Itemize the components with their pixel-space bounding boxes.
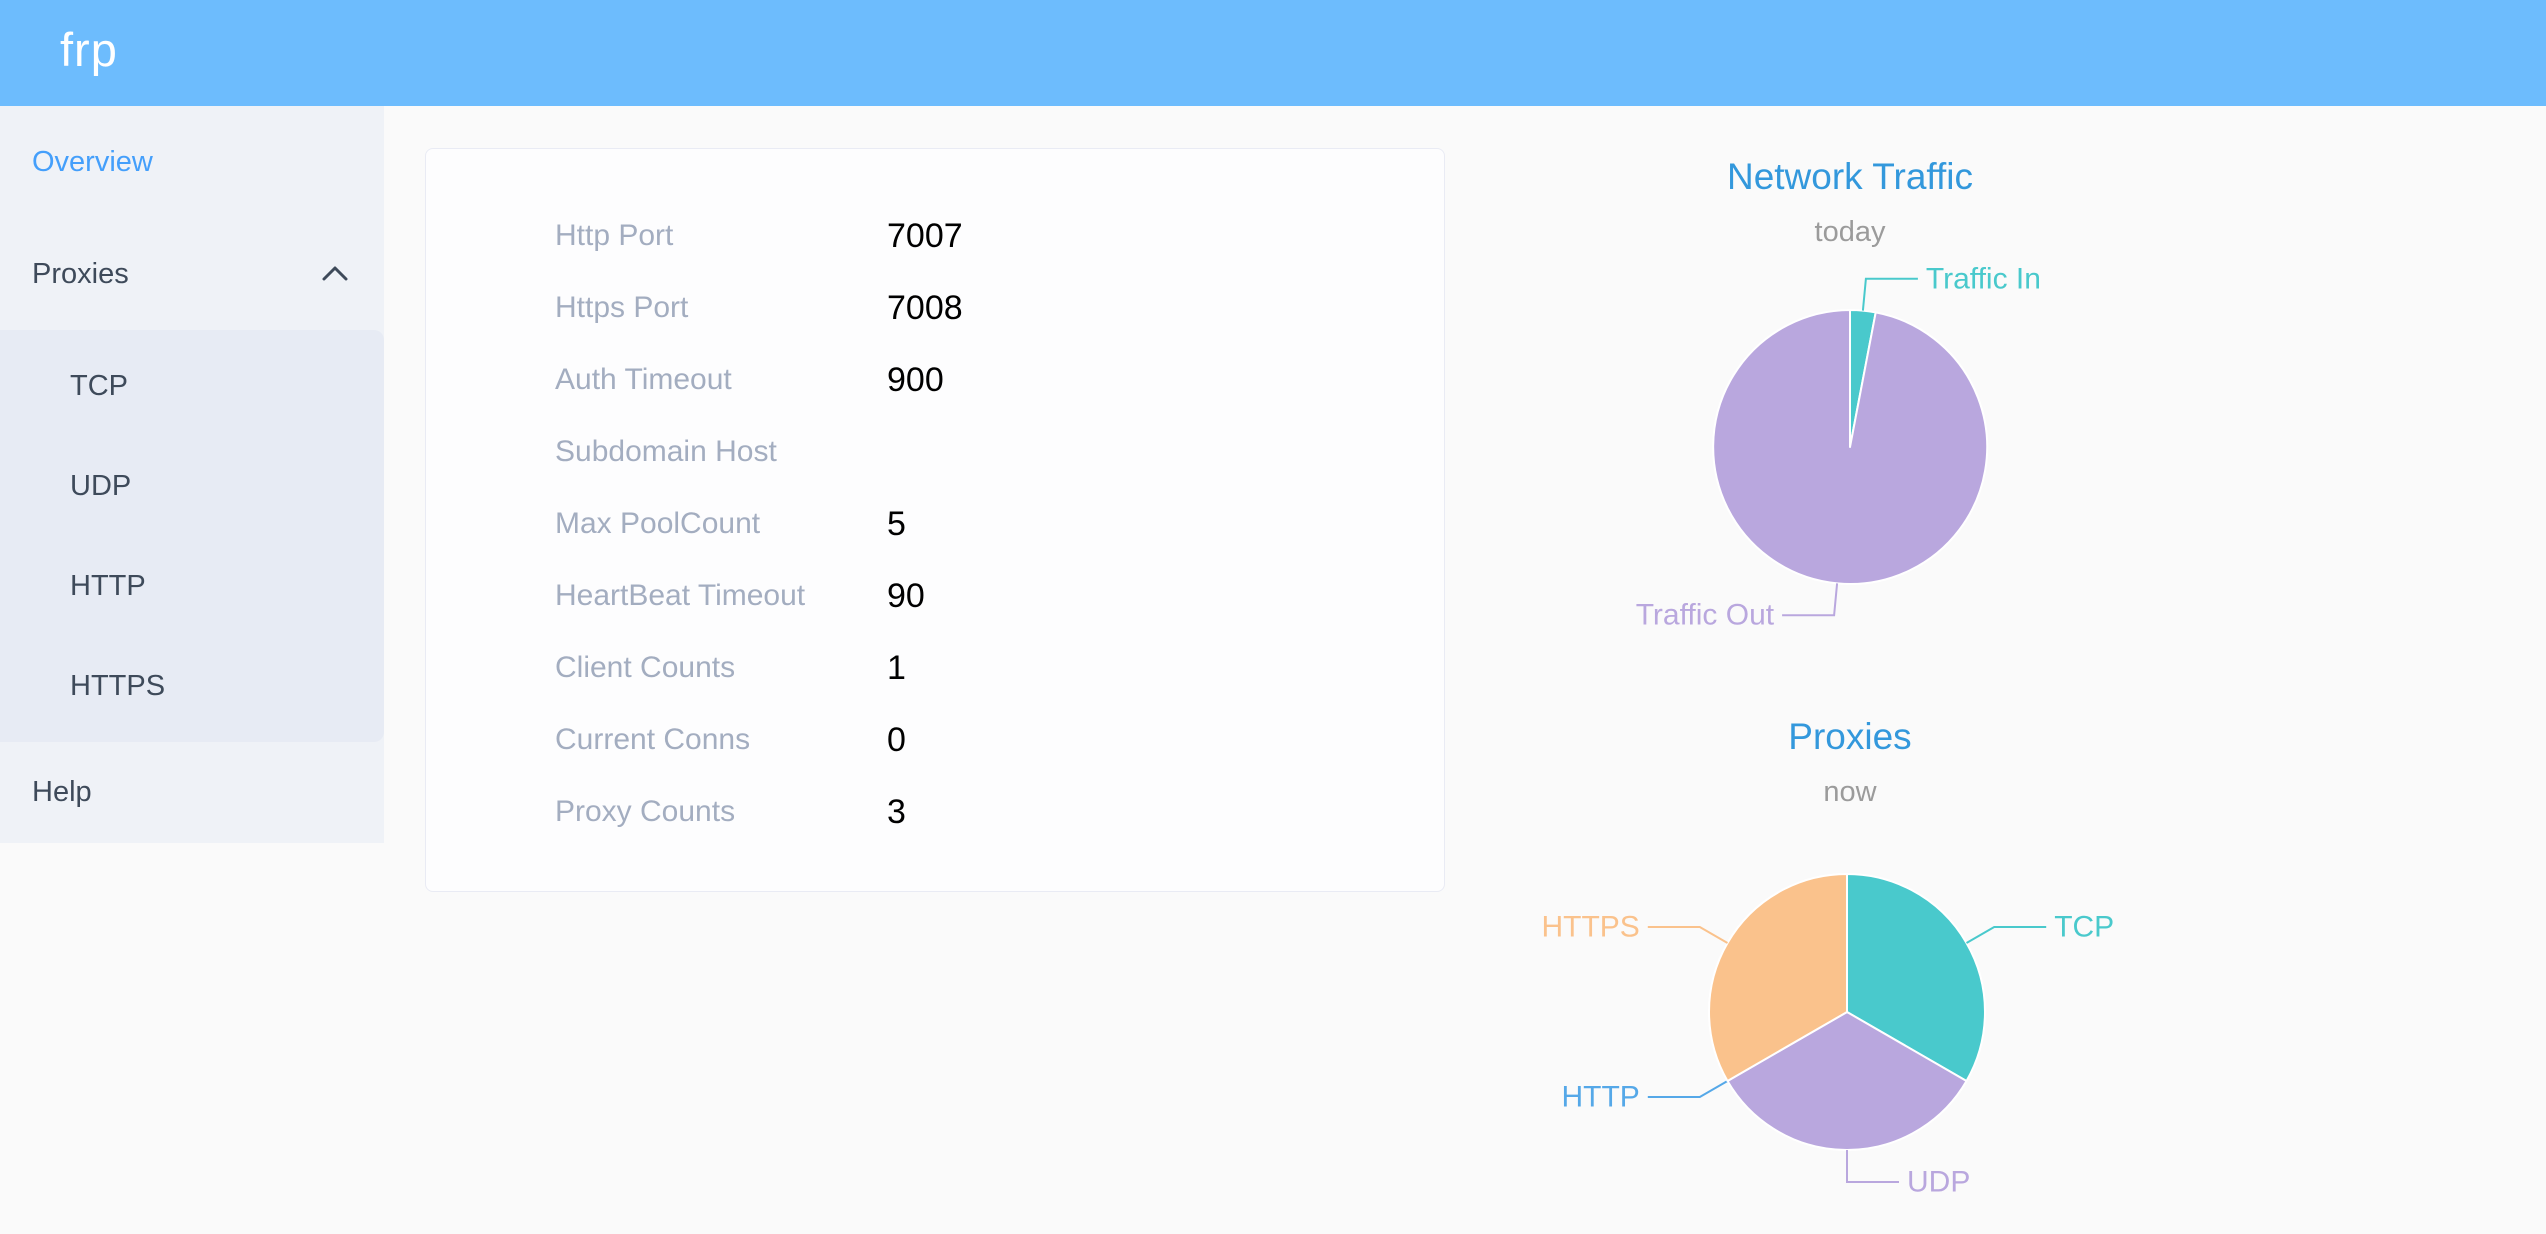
info-value: 7008	[887, 288, 963, 327]
network-traffic-chart: Network Traffic today Traffic In Traffic …	[1455, 140, 2245, 700]
network-traffic-pie[interactable]: Traffic In Traffic Out	[1455, 140, 2245, 700]
info-value: 0	[887, 720, 906, 759]
info-row-subdomain-host: Subdomain Host	[426, 416, 1444, 488]
sidebar-item-http[interactable]: HTTP	[70, 570, 146, 602]
info-label: Http Port	[555, 219, 674, 252]
info-row-https-port: Https Port 7008	[426, 272, 1444, 344]
pie-label-line-http	[1647, 1080, 1729, 1098]
pie-label-line-tcp	[1965, 926, 2047, 944]
server-info-card: Http Port 7007 Https Port 7008 Auth Time…	[425, 148, 1445, 892]
sidebar-item-tcp[interactable]: TCP	[70, 370, 128, 402]
info-row-http-port: Http Port 7007	[426, 200, 1444, 272]
pie-label-http: HTTP	[1561, 1081, 1639, 1114]
sidebar-item-overview[interactable]: Overview	[32, 146, 153, 178]
pie-label-traffic-out: Traffic Out	[1636, 599, 1775, 632]
info-value: 5	[887, 504, 906, 543]
info-value: 900	[887, 360, 944, 399]
pie-label-line-udp	[1846, 1150, 1899, 1183]
info-label: Proxy Counts	[555, 795, 736, 828]
info-label: HeartBeat Timeout	[555, 579, 806, 612]
pie-label-udp: UDP	[1907, 1166, 1970, 1199]
chevron-up-icon	[320, 218, 350, 330]
pie-slice-https[interactable]	[1708, 873, 1848, 1082]
info-label: Auth Timeout	[555, 363, 732, 396]
frp-logo: frp	[60, 23, 118, 76]
info-label: Current Conns	[555, 723, 751, 756]
info-row-heartbeat-timeout: HeartBeat Timeout 90	[426, 560, 1444, 632]
info-value: 90	[887, 576, 925, 615]
sidebar: Overview Proxies TCP UDP HTTP HTTPS Help	[0, 106, 384, 843]
proxies-pie[interactable]: TCP UDP HTTP HTTPS	[1455, 700, 2245, 1234]
network-traffic-subtitle: today	[1814, 216, 1886, 248]
pie-slice-tcp[interactable]	[1846, 873, 1986, 1082]
sidebar-item-help[interactable]: Help	[32, 776, 92, 808]
network-traffic-title: Network Traffic	[1726, 156, 1974, 197]
proxies-title: Proxies	[1788, 716, 1912, 757]
info-row-max-poolcount: Max PoolCount 5	[426, 488, 1444, 560]
sidebar-item-udp[interactable]: UDP	[70, 470, 132, 502]
info-label: Https Port	[555, 291, 689, 324]
info-label: Client Counts	[555, 651, 736, 684]
proxies-subtitle: now	[1823, 776, 1877, 808]
info-row-auth-timeout: Auth Timeout 900	[426, 344, 1444, 416]
proxies-chart: Proxies now TCP UDP HTTP HTTPS	[1455, 700, 2245, 1234]
pie-label-traffic-in: Traffic In	[1926, 262, 2041, 295]
pie-slice-traffic-out[interactable]	[1712, 309, 1989, 585]
pie-label-line-traffic-in	[1861, 277, 1918, 311]
info-value: 1	[887, 648, 906, 687]
sidebar-item-proxies-label: Proxies	[32, 258, 129, 290]
sidebar-item-https[interactable]: HTTPS	[70, 670, 166, 702]
info-value: 7007	[887, 216, 963, 255]
pie-label-https: HTTPS	[1541, 911, 1639, 944]
info-row-proxy-counts: Proxy Counts 3	[426, 776, 1444, 848]
info-label: Subdomain Host	[555, 435, 777, 468]
pie-slice-udp[interactable]	[1726, 1011, 1968, 1151]
info-value: 3	[887, 792, 906, 831]
proxies-submenu: TCP UDP HTTP HTTPS	[0, 330, 384, 742]
info-label: Max PoolCount	[555, 507, 761, 540]
info-row-current-conns: Current Conns 0	[426, 704, 1444, 776]
app-header: frp	[0, 0, 2546, 106]
pie-label-line-traffic-out	[1782, 583, 1839, 617]
info-row-client-counts: Client Counts 1	[426, 632, 1444, 704]
pie-label-line-https	[1647, 926, 1729, 944]
sidebar-item-proxies[interactable]: Proxies	[0, 218, 384, 330]
pie-label-tcp: TCP	[2054, 911, 2114, 944]
